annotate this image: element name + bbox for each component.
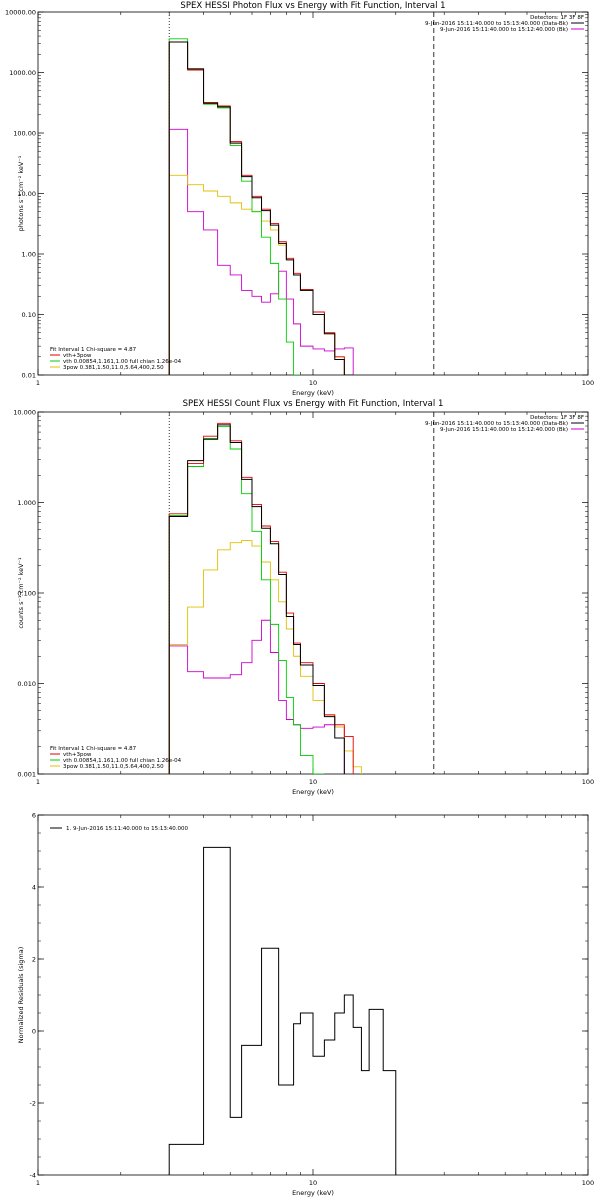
y-tick-label: 0.01 <box>22 372 36 380</box>
legend-entry: vth+3pow <box>63 353 92 359</box>
chart-title: SPEX HESSI Count Flux vs Energy with Fit… <box>183 399 444 409</box>
count-flux-panel: SPEX HESSI Count Flux vs Energy with Fit… <box>13 399 594 796</box>
y-tick-label: 0.10 <box>22 311 36 319</box>
y-tick-label: 0.010 <box>17 680 36 688</box>
x-tick-label: 1 <box>36 379 40 387</box>
y-axis-label: Normalized Residuals (sigma) <box>17 947 25 1044</box>
y-tick-label: 0 <box>32 1028 36 1036</box>
series-line <box>168 619 345 774</box>
series-line <box>168 38 301 375</box>
legend-entry: 9-Jun-2016 15:11:40.000 to 15:12:40.000 … <box>440 427 568 433</box>
y-tick-label: 10.00 <box>17 190 36 198</box>
legend-entry: 3pow 0.381,1.50,11.0,5.64,400,2.50 <box>63 764 164 770</box>
x-tick-label: 1 <box>36 1179 40 1187</box>
series-line <box>168 846 397 1175</box>
residuals-panel: 1 10 100 -4 -2 0 2 4 6 Energy (keV) Normalized Res… <box>17 812 594 1198</box>
legend-entry: Fit Interval 1 Chi-square = 4.87 <box>50 746 137 752</box>
y-tick-label: 6 <box>32 812 36 820</box>
legend-entry: vth+3pow <box>63 752 92 758</box>
y-tick-label: 100.00 <box>13 130 36 138</box>
x-tick-label: 100 <box>582 379 594 387</box>
series-line <box>168 128 354 375</box>
legend-entry: Detectors: 1F 3F 8F <box>530 15 584 21</box>
y-tick-label: 10.000 <box>13 409 36 417</box>
legend-entry: vth 0.00854,1.161,1.00 full chian 1.26e-… <box>63 359 182 365</box>
x-axis-label: Energy (keV) <box>292 788 334 796</box>
series-line <box>168 426 325 774</box>
x-tick-label: 100 <box>582 778 594 786</box>
x-tick-label: 1 <box>36 778 40 786</box>
legend-entry: 9-Jun-2016 15:11:40.000 to 15:13:40.000 … <box>425 421 568 427</box>
legend-entry: 1. 9-Jun-2016 15:11:40.000 to 15:13:40.0… <box>66 826 189 832</box>
series-line <box>168 422 354 774</box>
y-tick-label: 1.00 <box>22 251 36 259</box>
x-tick-label: 10 <box>309 778 317 786</box>
y-axis-label: photons s⁻¹ cm⁻² keV⁻¹ <box>17 155 25 231</box>
plot-frame <box>37 11 589 376</box>
legend-entry: Detectors: 1F 3F 8F <box>530 415 584 421</box>
y-tick-label: 1.000 <box>17 499 36 507</box>
x-axis-label: Energy (keV) <box>292 1189 334 1197</box>
plot-frame <box>37 411 589 775</box>
y-tick-label: 2 <box>32 956 36 964</box>
y-tick-label: 0.100 <box>17 590 36 598</box>
y-tick-label: 4 <box>32 884 36 892</box>
x-tick-label: 10 <box>309 1179 317 1187</box>
y-tick-label: -4 <box>30 1172 36 1180</box>
legend-entry: 9-Jun-2016 15:11:40.000 to 15:13:40.000 … <box>425 21 568 27</box>
legend-entry: 3pow 0.381,1.50,11.0,5.64,400,2.50 <box>63 365 164 371</box>
series-line <box>168 540 362 774</box>
legend-entry: Fit Interval 1 Chi-square = 4.87 <box>50 347 137 353</box>
y-tick-label: 1000.00 <box>9 69 36 77</box>
y-tick-label: 0.001 <box>17 771 36 779</box>
x-tick-label: 10 <box>309 379 317 387</box>
series-line <box>168 41 354 375</box>
y-tick-label: 10000.00 <box>5 9 36 17</box>
photon-flux-panel: SPEX HESSI Photon Flux vs Energy with Fi… <box>5 1 594 397</box>
x-tick-label: 100 <box>582 1179 594 1187</box>
series-line <box>168 424 345 774</box>
x-axis-label: Energy (keV) <box>292 389 334 397</box>
y-tick-label: -2 <box>30 1100 36 1108</box>
y-axis-label: counts s⁻¹ cm⁻² keV⁻¹ <box>17 557 25 629</box>
legend-entry: 9-Jun-2016 15:11:40.000 to 15:12:40.000 … <box>440 27 568 33</box>
plot-frame <box>37 814 589 1176</box>
chart-title: SPEX HESSI Photon Flux vs Energy with Fi… <box>180 1 445 11</box>
legend-entry: vth 0.00854,1.161,1.00 full chian 1.26e-… <box>63 758 182 764</box>
